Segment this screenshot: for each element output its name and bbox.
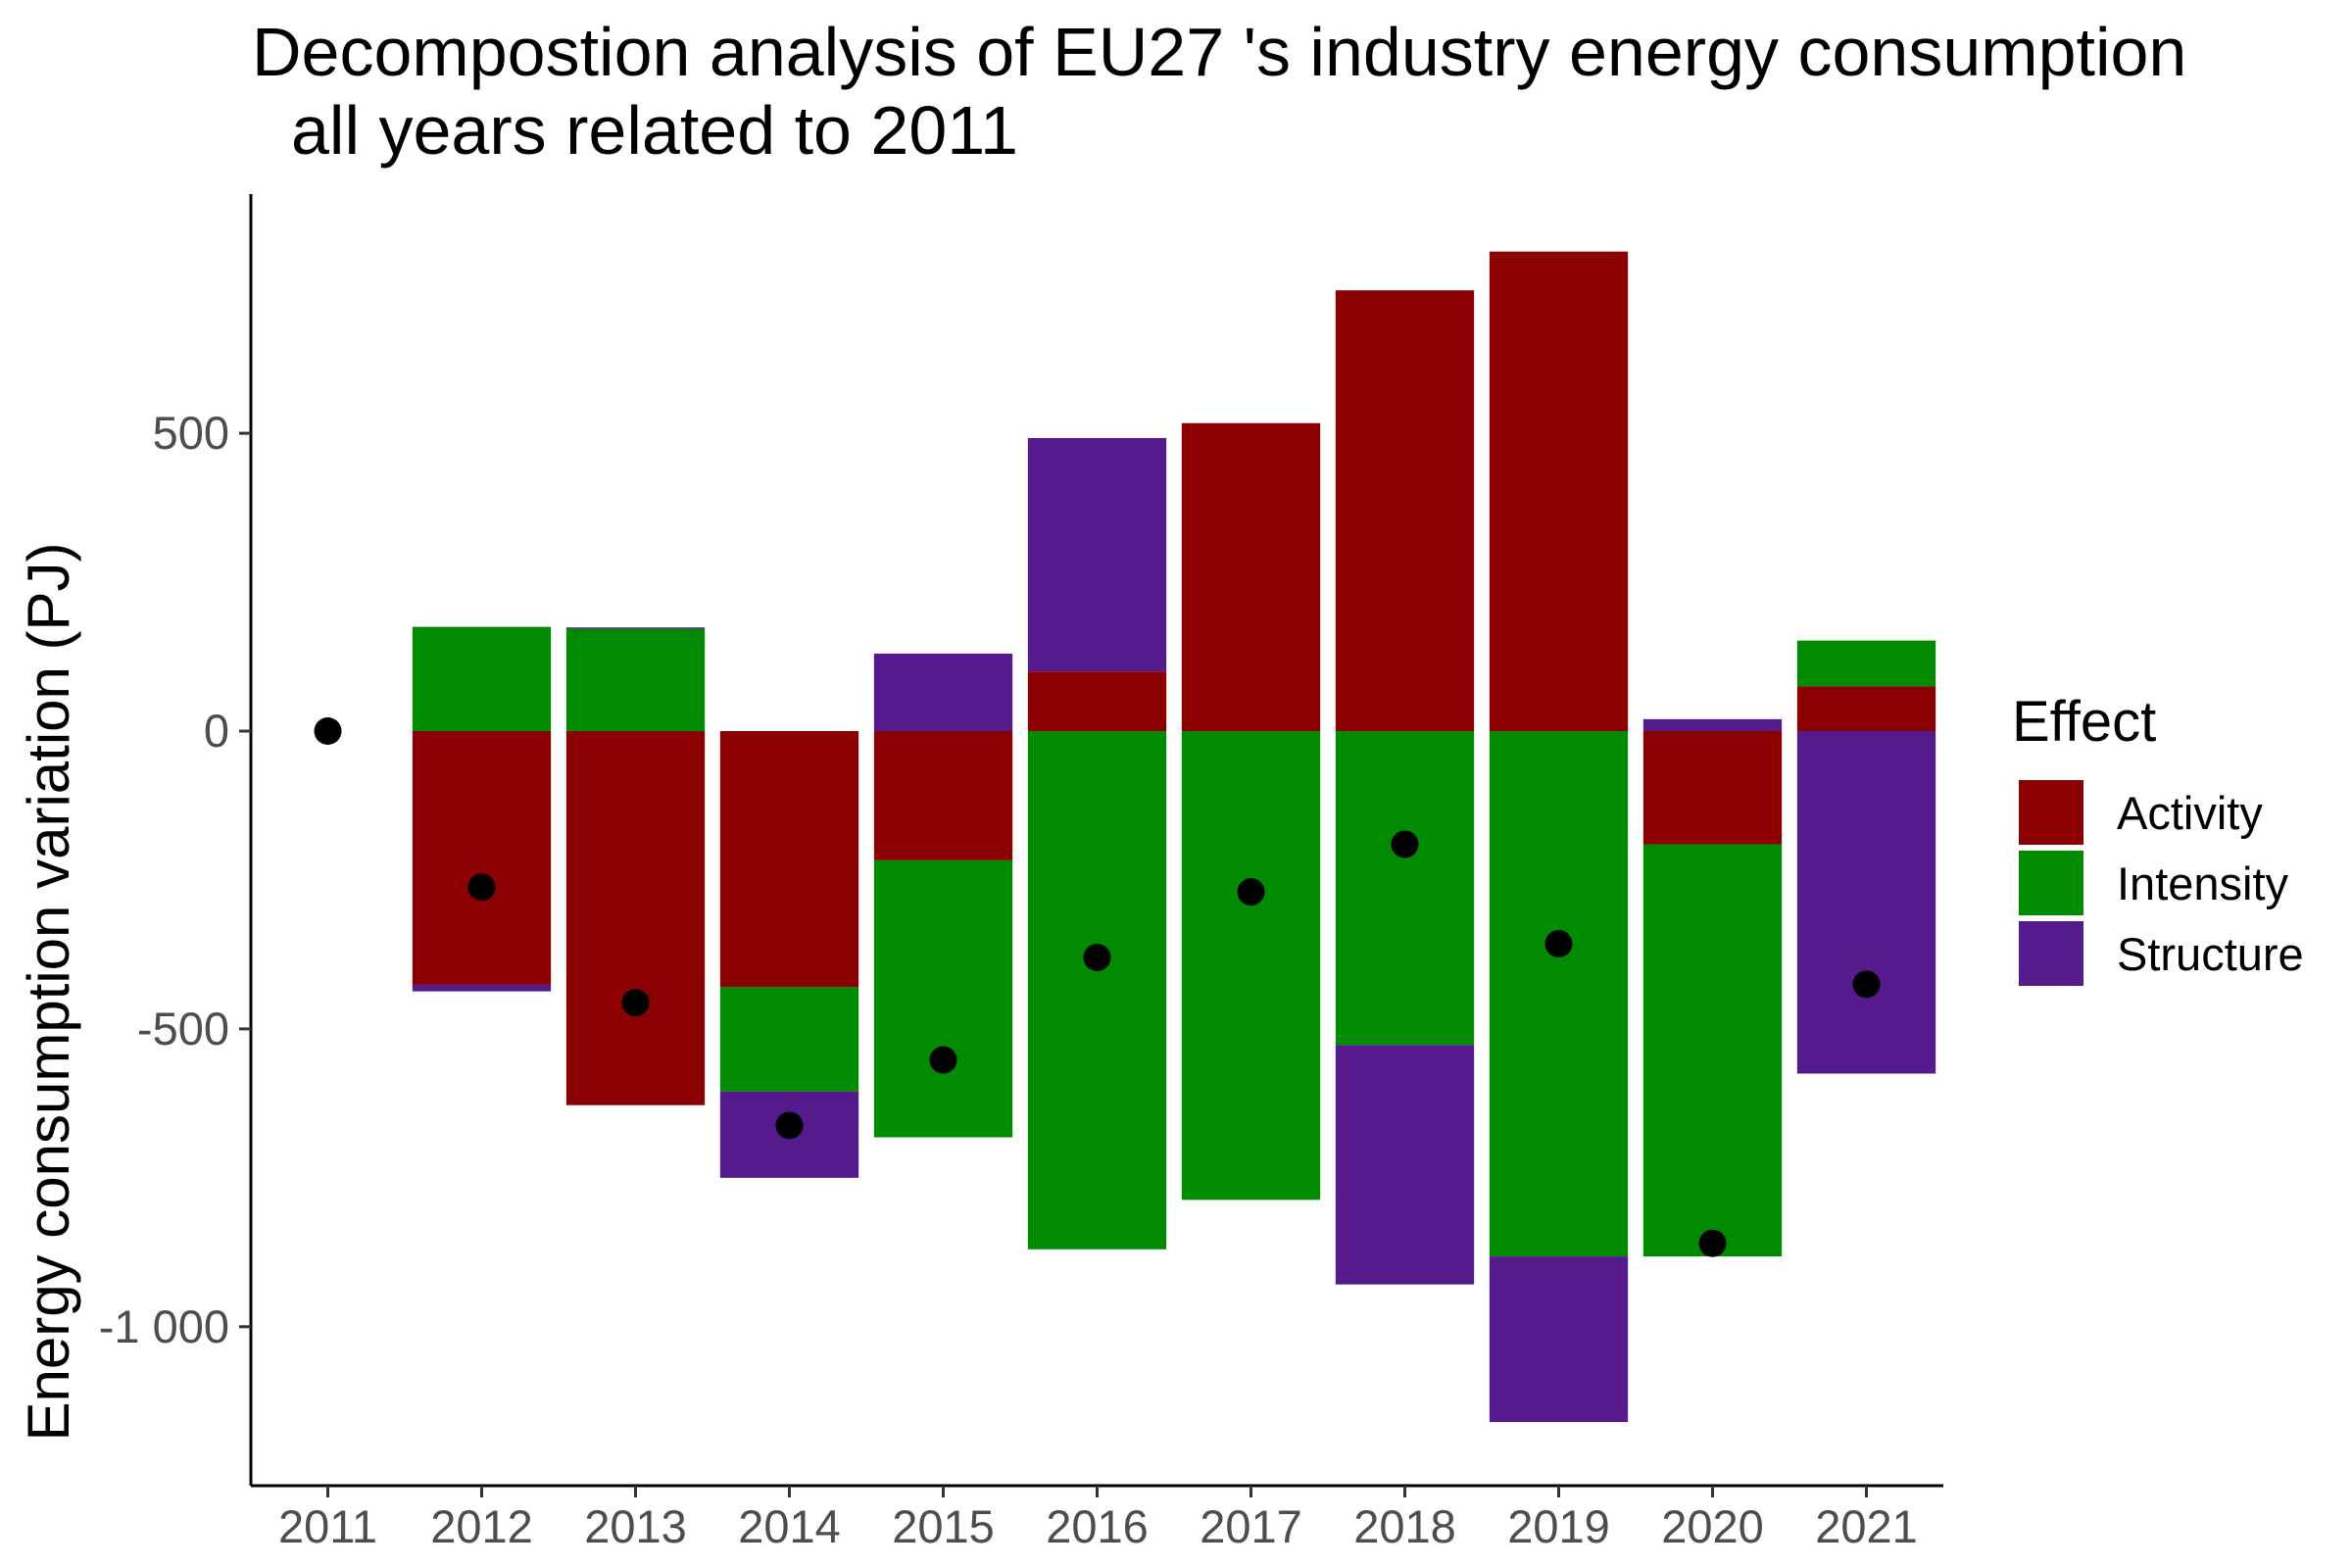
bar-structure-2013 xyxy=(565,627,706,629)
y-tick-label: 0 xyxy=(204,705,229,757)
total-point-2012 xyxy=(467,873,496,902)
bar-structure-2019 xyxy=(1489,1256,1629,1423)
total-points-layer xyxy=(314,717,1881,1257)
bar-activity-2012 xyxy=(412,731,552,985)
x-axis-ticks: 2011 2012 2013 2014 2015 2016 2017 2018 2019 2020… xyxy=(278,1486,1918,1552)
bar-intensity-2021 xyxy=(1796,640,1936,687)
bar-activity-2021 xyxy=(1796,686,1936,731)
bar-activity-2015 xyxy=(873,731,1013,860)
bar-activity-2020 xyxy=(1642,731,1783,845)
x-tick-label: 2015 xyxy=(892,1500,995,1552)
total-point-2015 xyxy=(929,1046,957,1074)
x-tick-label: 2021 xyxy=(1815,1500,1918,1552)
y-axis-title: Energy consumption variation (PJ) xyxy=(16,542,81,1441)
legend-swatch-structure xyxy=(2019,921,2083,986)
total-point-2019 xyxy=(1544,929,1573,957)
bar-structure-2020 xyxy=(1642,718,1783,731)
total-point-2016 xyxy=(1083,943,1111,971)
legend-swatch-intensity xyxy=(2019,851,2083,915)
x-tick-label: 2013 xyxy=(584,1500,687,1552)
y-tick-label: 500 xyxy=(153,407,229,459)
bar-activity-2013 xyxy=(565,731,706,1105)
bar-intensity-2012 xyxy=(412,626,552,731)
x-tick-label: 2018 xyxy=(1353,1500,1456,1552)
bar-intensity-2017 xyxy=(1181,731,1321,1200)
bar-structure-2015 xyxy=(873,653,1013,731)
total-point-2020 xyxy=(1698,1229,1727,1257)
bar-intensity-2019 xyxy=(1489,731,1629,1257)
legend-label-activity: Activity xyxy=(2117,787,2263,839)
x-tick-label: 2014 xyxy=(738,1500,841,1552)
total-point-2011 xyxy=(314,717,342,745)
bar-intensity-2014 xyxy=(719,987,859,1092)
bar-activity-2018 xyxy=(1335,290,1475,731)
total-point-2014 xyxy=(775,1111,804,1140)
bar-intensity-2018 xyxy=(1335,731,1475,1046)
y-axis-ticks: 500 0 -500 -1 000 xyxy=(99,407,251,1352)
bar-activity-2016 xyxy=(1027,671,1167,731)
bar-structure-2012 xyxy=(412,984,552,992)
x-tick-label: 2019 xyxy=(1507,1500,1610,1552)
bar-structure-2021 xyxy=(1796,731,1936,1074)
y-tick-label: -1 000 xyxy=(99,1300,229,1352)
bar-structure-2016 xyxy=(1027,437,1167,672)
bar-activity-2014 xyxy=(719,731,859,988)
y-tick-label: -500 xyxy=(137,1003,229,1054)
total-point-2017 xyxy=(1237,878,1265,906)
chart-title-line1: Decompostion analysis of EU27 's industr… xyxy=(252,14,2186,90)
legend: Effect Activity Intensity Structure xyxy=(2012,690,2304,986)
total-point-2021 xyxy=(1852,970,1881,999)
bar-structure-2018 xyxy=(1335,1045,1475,1285)
bar-intensity-2015 xyxy=(873,859,1013,1138)
x-tick-label: 2012 xyxy=(430,1500,533,1552)
chart-title-line2: all years related to 2011 xyxy=(291,92,1018,169)
bar-activity-2017 xyxy=(1181,422,1321,731)
bars-layer xyxy=(412,251,1936,1423)
legend-title: Effect xyxy=(2012,690,2156,754)
bar-activity-2019 xyxy=(1489,251,1629,731)
legend-label-intensity: Intensity xyxy=(2117,858,2289,909)
total-point-2013 xyxy=(621,989,650,1017)
x-tick-label: 2011 xyxy=(278,1500,377,1552)
legend-swatch-activity xyxy=(2019,780,2083,845)
x-tick-label: 2016 xyxy=(1046,1500,1149,1552)
bar-intensity-2020 xyxy=(1642,844,1783,1257)
x-tick-label: 2017 xyxy=(1200,1500,1302,1552)
bar-intensity-2016 xyxy=(1027,731,1167,1250)
bar-intensity-2013 xyxy=(565,628,706,731)
x-tick-label: 2020 xyxy=(1661,1500,1764,1552)
total-point-2018 xyxy=(1391,830,1419,858)
legend-label-structure: Structure xyxy=(2117,928,2304,980)
